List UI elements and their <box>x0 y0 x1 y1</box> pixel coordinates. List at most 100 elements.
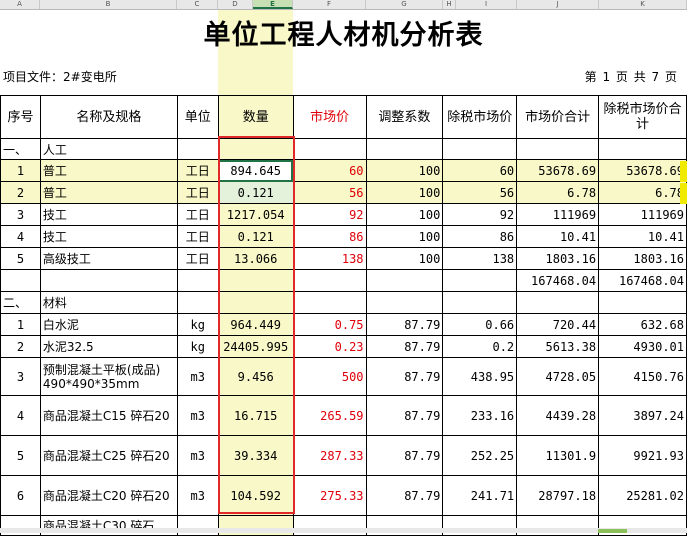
coef-cell[interactable]: 100 <box>365 181 444 204</box>
unit-cell[interactable]: m3 <box>176 435 219 476</box>
name-cell[interactable]: 白水泥 <box>39 313 178 336</box>
section-name[interactable]: 材料 <box>39 291 178 314</box>
empty-cell[interactable] <box>442 269 518 292</box>
unit-cell[interactable]: 工日 <box>176 247 219 270</box>
price-ex-cell[interactable]: 92 <box>442 203 518 226</box>
section-name[interactable]: 人工 <box>39 138 178 160</box>
qty-cell[interactable] <box>217 138 294 160</box>
seq-cell[interactable]: 1 <box>0 159 41 182</box>
total-cell[interactable]: 10.41 <box>516 225 600 248</box>
coef-cell[interactable]: 87.79 <box>365 357 444 396</box>
coef-cell[interactable]: 100 <box>365 159 444 182</box>
header-coef[interactable]: 调整系数 <box>365 95 444 139</box>
total-ex-cell[interactable]: 111969 <box>598 203 687 226</box>
coef-cell[interactable]: 87.79 <box>365 475 444 516</box>
empty-cell[interactable] <box>516 291 600 314</box>
qty-cell[interactable] <box>217 291 294 314</box>
total-ex-cell[interactable]: 25281.02 <box>598 475 687 516</box>
header-name[interactable]: 名称及规格 <box>39 95 178 139</box>
price-cell[interactable]: 0.23 <box>292 335 367 358</box>
empty-cell[interactable] <box>365 138 444 160</box>
column-header-e[interactable]: E <box>253 0 293 9</box>
price-ex-cell[interactable]: 233.16 <box>442 395 518 436</box>
unit-cell[interactable]: 工日 <box>176 159 219 182</box>
qty-cell[interactable]: 964.449 <box>217 313 294 336</box>
name-cell[interactable]: 技工 <box>39 225 178 248</box>
total-cell[interactable]: 5613.38 <box>516 335 600 358</box>
empty-cell[interactable] <box>0 269 41 292</box>
total-ex-cell[interactable]: 632.68 <box>598 313 687 336</box>
column-header-h[interactable]: H <box>443 0 456 9</box>
seq-cell[interactable]: 3 <box>0 357 41 396</box>
total-ex-cell[interactable]: 53678.69 <box>598 159 687 182</box>
seq-cell[interactable]: 6 <box>0 475 41 516</box>
header-total-ex[interactable]: 除税市场价合计 <box>598 95 687 139</box>
price-ex-cell[interactable]: 0.66 <box>442 313 518 336</box>
price-cell[interactable]: 138 <box>292 247 367 270</box>
subtotal-total-cell[interactable]: 167468.04 <box>516 269 600 292</box>
price-cell[interactable]: 92 <box>292 203 367 226</box>
empty-cell[interactable] <box>292 269 367 292</box>
column-header-g[interactable]: G <box>366 0 443 9</box>
price-cell[interactable]: 56 <box>292 181 367 204</box>
coef-cell[interactable]: 100 <box>365 247 444 270</box>
qty-cell[interactable]: 1217.054 <box>217 203 294 226</box>
seq-cell[interactable]: 2 <box>0 335 41 358</box>
header-total[interactable]: 市场价合计 <box>516 95 600 139</box>
total-ex-cell[interactable]: 4930.01 <box>598 335 687 358</box>
price-cell[interactable]: 60 <box>292 159 367 182</box>
seq-cell[interactable]: 2 <box>0 181 41 204</box>
seq-cell[interactable]: 5 <box>0 435 41 476</box>
name-cell[interactable]: 商品混凝土C15 碎石20 <box>39 395 178 436</box>
column-header-f[interactable]: F <box>293 0 366 9</box>
price-cell[interactable]: 265.59 <box>292 395 367 436</box>
price-cell[interactable]: 287.33 <box>292 435 367 476</box>
name-cell[interactable]: 水泥32.5 <box>39 335 178 358</box>
total-ex-cell[interactable]: 6.78 <box>598 181 687 204</box>
coef-cell[interactable]: 87.79 <box>365 335 444 358</box>
qty-cell[interactable]: 24405.995 <box>217 335 294 358</box>
total-cell[interactable]: 4728.05 <box>516 357 600 396</box>
seq-cell[interactable]: 5 <box>0 247 41 270</box>
section-seq[interactable]: 二、 <box>0 291 41 314</box>
header-seq[interactable]: 序号 <box>0 95 41 139</box>
total-cell[interactable]: 28797.18 <box>516 475 600 516</box>
name-cell[interactable]: 技工 <box>39 203 178 226</box>
qty-cell[interactable]: 0.121 <box>217 181 294 204</box>
price-cell[interactable]: 0.75 <box>292 313 367 336</box>
header-price[interactable]: 市场价 <box>292 95 367 139</box>
empty-cell[interactable] <box>176 269 219 292</box>
total-cell[interactable]: 11301.9 <box>516 435 600 476</box>
coef-cell[interactable]: 100 <box>365 203 444 226</box>
total-cell[interactable]: 53678.69 <box>516 159 600 182</box>
name-cell[interactable]: 普工 <box>39 159 178 182</box>
header-price-ex[interactable]: 除税市场价 <box>442 95 518 139</box>
horizontal-scrollbar[interactable] <box>0 528 687 533</box>
empty-cell[interactable] <box>292 138 367 160</box>
unit-cell[interactable]: 工日 <box>176 181 219 204</box>
price-ex-cell[interactable]: 60 <box>442 159 518 182</box>
unit-cell[interactable]: 工日 <box>176 203 219 226</box>
coef-cell[interactable]: 100 <box>365 225 444 248</box>
coef-cell[interactable]: 87.79 <box>365 313 444 336</box>
price-ex-cell[interactable]: 138 <box>442 247 518 270</box>
qty-cell[interactable]: 16.715 <box>217 395 294 436</box>
empty-cell[interactable] <box>442 138 518 160</box>
column-header-a[interactable]: A <box>0 0 40 9</box>
empty-cell[interactable] <box>176 291 219 314</box>
section-seq[interactable]: 一、 <box>0 138 41 160</box>
empty-cell[interactable] <box>176 138 219 160</box>
qty-cell[interactable]: 13.066 <box>217 247 294 270</box>
total-ex-cell[interactable]: 3897.24 <box>598 395 687 436</box>
coef-cell[interactable]: 87.79 <box>365 435 444 476</box>
price-ex-cell[interactable]: 56 <box>442 181 518 204</box>
price-cell[interactable]: 500 <box>292 357 367 396</box>
total-cell[interactable]: 6.78 <box>516 181 600 204</box>
column-header-i[interactable]: I <box>456 0 517 9</box>
header-qty[interactable]: 数量 <box>217 95 294 139</box>
qty-cell[interactable]: 9.456 <box>217 357 294 396</box>
price-cell[interactable]: 86 <box>292 225 367 248</box>
qty-cell[interactable]: 104.592 <box>217 475 294 516</box>
price-ex-cell[interactable]: 438.95 <box>442 357 518 396</box>
total-cell[interactable]: 4439.28 <box>516 395 600 436</box>
